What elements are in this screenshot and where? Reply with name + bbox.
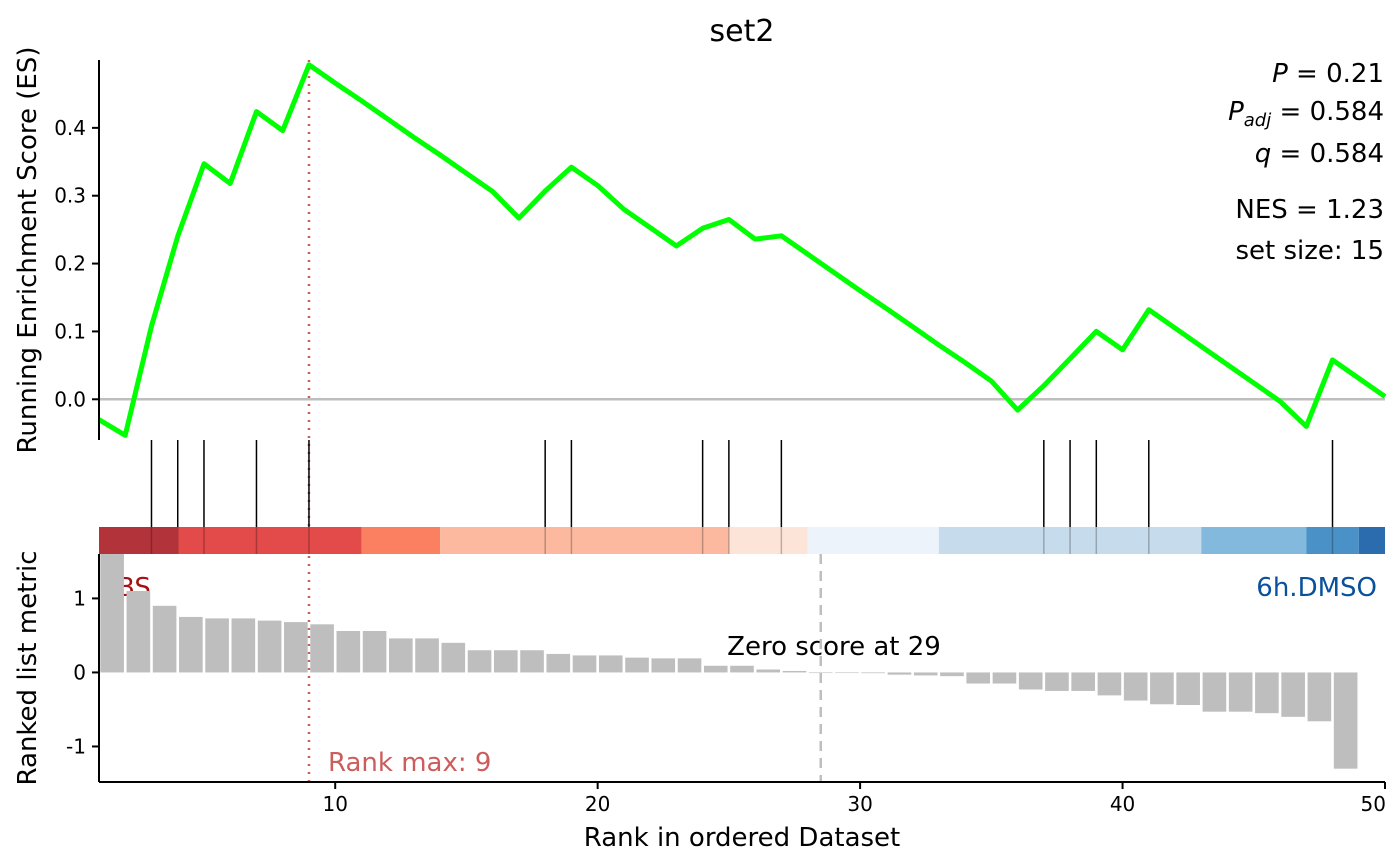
metric-bar — [1176, 672, 1200, 706]
metric-bar — [467, 650, 492, 673]
metric-y-axis-label: Ranked list metric — [13, 551, 43, 786]
metric-bar — [598, 655, 623, 673]
metric-bar — [205, 618, 229, 673]
metric-bar — [1307, 672, 1332, 722]
metric-bar — [336, 630, 361, 673]
metric-bar — [100, 554, 124, 673]
metric-bar — [126, 591, 151, 673]
metric-bar — [730, 665, 754, 673]
q-value: 0.584 — [1310, 139, 1384, 169]
heat-segment — [440, 527, 729, 554]
heat-segment — [177, 527, 362, 554]
metric-bar — [703, 665, 728, 673]
metric-bar — [310, 624, 334, 673]
metric-bar — [966, 672, 991, 684]
metric-bar — [257, 620, 282, 673]
metric-bar — [808, 672, 833, 674]
metric-bar — [572, 655, 597, 673]
rank-max-label: Rank max: 9 — [328, 748, 491, 778]
metric-panel — [100, 554, 1358, 782]
metric-bar — [1071, 672, 1095, 691]
metric-bar — [1018, 672, 1043, 690]
es-y-tick-label: 0.1 — [54, 319, 86, 343]
metric-bar — [992, 672, 1017, 684]
metric-bar — [1097, 672, 1122, 696]
heat-segment — [1358, 527, 1385, 554]
x-axis-label: Rank in ordered Dataset — [584, 823, 901, 853]
metric-bar — [1281, 672, 1305, 717]
metric-bar — [756, 669, 781, 673]
x-tick-label: 20 — [585, 792, 610, 816]
heat-segment — [361, 527, 441, 554]
metric-bar — [1150, 672, 1174, 705]
heat-segment — [1306, 527, 1359, 554]
metric-y-tick-label: 1 — [73, 586, 86, 610]
p-value-line: P = 0.21 — [1272, 59, 1384, 89]
metric-bar — [651, 658, 676, 673]
metric-y-tick-label: -1 — [66, 734, 86, 758]
heat-bar — [99, 527, 1385, 554]
x-tick-label: 10 — [322, 792, 347, 816]
metric-bar — [493, 650, 518, 673]
metric-bar — [861, 672, 886, 674]
metric-bar — [625, 657, 649, 673]
set-size-line: set size: 15 — [1235, 236, 1384, 266]
es-y-tick-label: 0.3 — [54, 184, 86, 208]
es-panel — [97, 60, 1387, 782]
metric-bar — [441, 642, 466, 673]
x-tick-label: 30 — [847, 792, 872, 816]
heat-segment — [1201, 527, 1307, 554]
metric-bar — [152, 605, 177, 673]
metric-bar — [231, 618, 256, 673]
metric-bar — [887, 672, 912, 675]
x-tick-label: 50 — [1361, 792, 1386, 816]
metric-bar — [415, 638, 439, 673]
metric-bar — [179, 616, 203, 673]
chart-title: set2 — [710, 14, 775, 49]
metric-bar — [284, 622, 308, 673]
hit-ticks — [150, 440, 1334, 527]
metric-bar — [389, 638, 413, 673]
metric-y-tick-label: 0 — [73, 660, 86, 684]
heat-segment — [99, 527, 178, 554]
q-value-line: q = 0.584 — [1255, 139, 1384, 169]
p-adj-line: Padj = 0.584 — [1228, 97, 1384, 131]
metric-bar — [782, 670, 807, 673]
es-y-tick-label: 0.0 — [54, 387, 86, 411]
p-adj-value: 0.584 — [1310, 97, 1384, 127]
metric-bar — [1045, 672, 1069, 691]
heat-segment — [807, 527, 939, 554]
metric-bar — [1255, 672, 1279, 714]
heat-segment — [728, 527, 808, 554]
metric-bar — [1333, 672, 1358, 769]
heat-segment — [938, 527, 1202, 554]
nes-line: NES = 1.23 — [1235, 195, 1384, 225]
zero-score-label: Zero score at 29 — [727, 632, 941, 662]
metric-bar — [913, 672, 938, 676]
metric-bar — [835, 672, 859, 674]
metric-bar — [1123, 672, 1148, 701]
metric-bar — [940, 672, 964, 677]
metric-bar — [1228, 672, 1253, 712]
metric-bar — [1202, 672, 1227, 712]
p-value: 0.21 — [1326, 59, 1384, 89]
metric-bar — [362, 630, 387, 673]
es-y-tick-label: 0.2 — [54, 252, 86, 276]
metric-bar — [520, 650, 544, 673]
stats-annotation: P = 0.21 Padj = 0.584 q = 0.584 NES = 1.… — [1228, 59, 1384, 266]
es-y-tick-label: 0.4 — [54, 116, 86, 140]
right-group-label: 6h.DMSO — [1256, 573, 1377, 603]
axes: 0.00.10.20.30.410-110 20 30 40 50 — [54, 60, 1386, 816]
es-curve — [97, 62, 1387, 438]
es-y-axis-label: Running Enrichment Score (ES) — [13, 47, 43, 454]
x-tick-label: 40 — [1110, 792, 1135, 816]
metric-bar — [677, 658, 702, 673]
metric-bar — [546, 653, 571, 673]
